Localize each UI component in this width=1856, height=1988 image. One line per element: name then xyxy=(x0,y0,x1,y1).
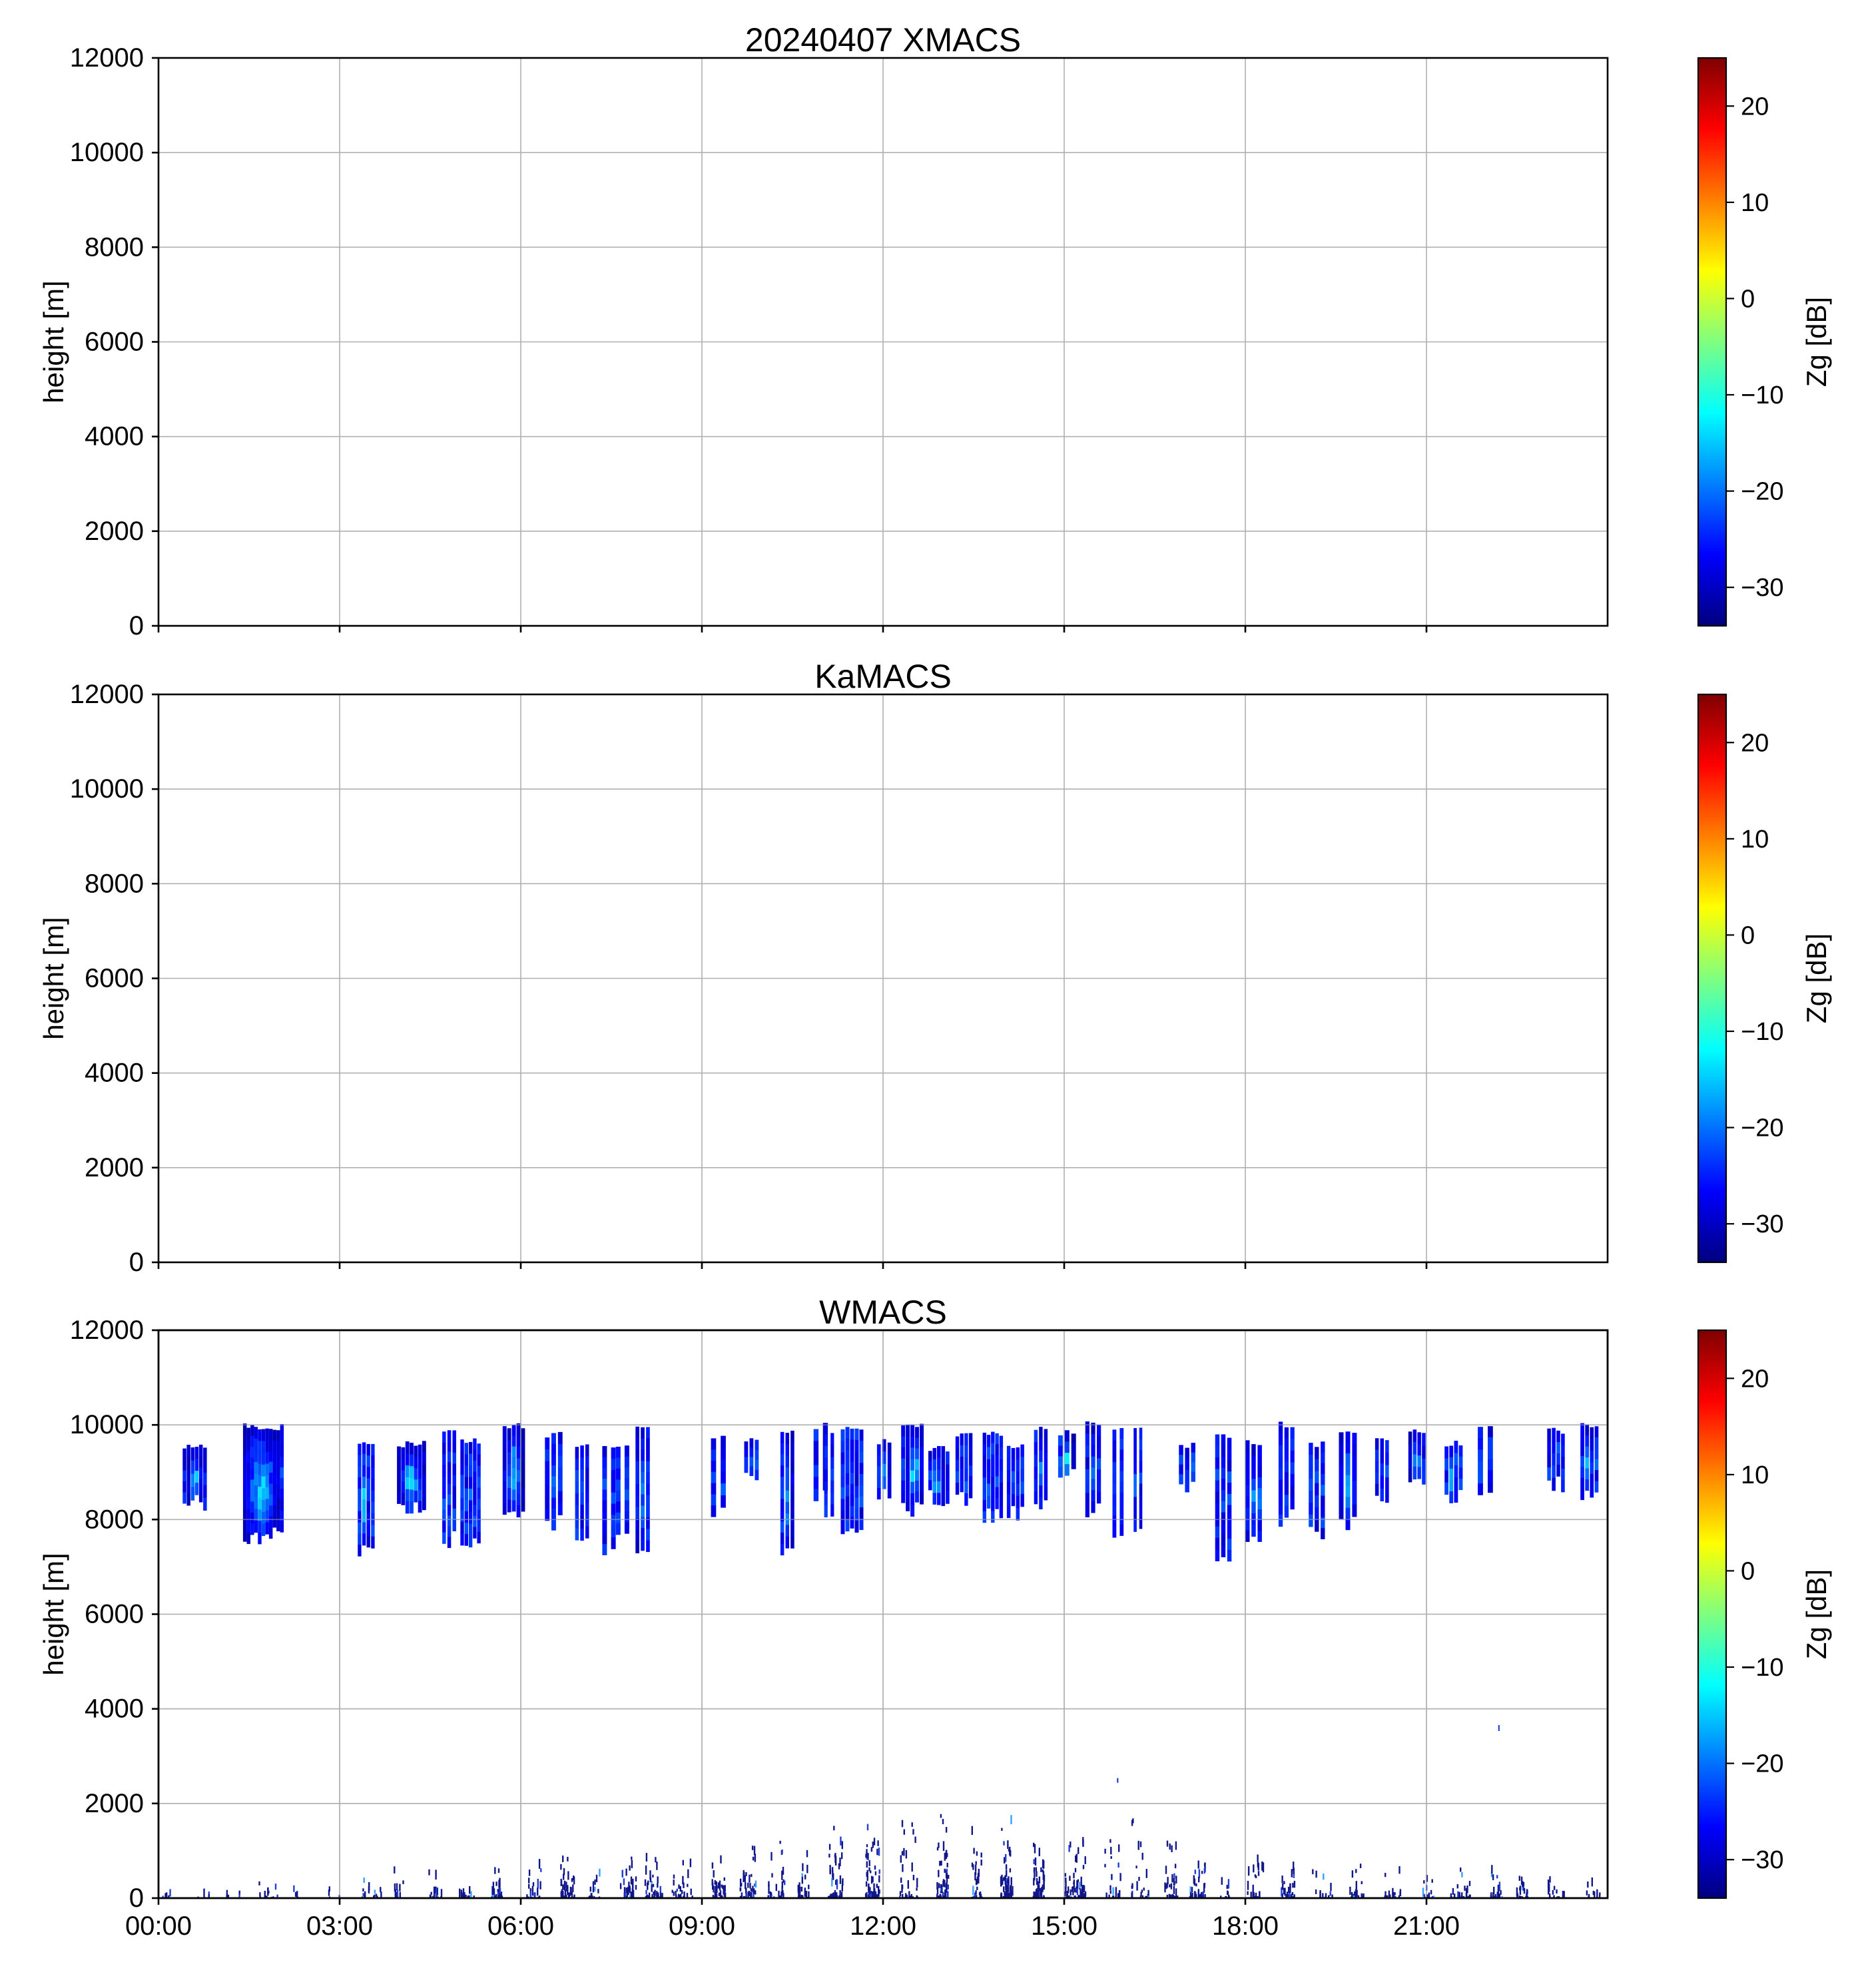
svg-text:20: 20 xyxy=(1741,729,1769,757)
svg-text:12000: 12000 xyxy=(70,680,144,709)
svg-text:12000: 12000 xyxy=(70,1316,144,1345)
svg-text:10: 10 xyxy=(1741,826,1769,854)
svg-text:8000: 8000 xyxy=(85,869,144,898)
svg-text:06:00: 06:00 xyxy=(487,1911,554,1941)
svg-text:height [m]: height [m] xyxy=(38,917,69,1039)
svg-text:20: 20 xyxy=(1741,1365,1769,1393)
svg-text:0: 0 xyxy=(129,1248,144,1277)
svg-text:4000: 4000 xyxy=(85,1694,144,1724)
svg-text:−30: −30 xyxy=(1741,1210,1783,1238)
svg-text:09:00: 09:00 xyxy=(669,1911,735,1941)
svg-text:12000: 12000 xyxy=(70,43,144,73)
svg-text:2000: 2000 xyxy=(85,1789,144,1818)
svg-text:KaMACS: KaMACS xyxy=(814,658,952,695)
svg-text:0: 0 xyxy=(1741,285,1755,313)
svg-text:20240407 XMACS: 20240407 XMACS xyxy=(745,21,1021,59)
svg-text:Zg [dB]: Zg [dB] xyxy=(1801,1569,1832,1659)
svg-text:0: 0 xyxy=(129,611,144,640)
svg-text:6000: 6000 xyxy=(85,1600,144,1629)
svg-text:height [m]: height [m] xyxy=(38,1553,69,1675)
svg-text:−20: −20 xyxy=(1741,1750,1783,1778)
svg-text:20: 20 xyxy=(1741,93,1769,121)
svg-text:4000: 4000 xyxy=(85,1059,144,1088)
svg-text:10: 10 xyxy=(1741,189,1769,217)
svg-text:10000: 10000 xyxy=(70,138,144,167)
svg-text:−30: −30 xyxy=(1741,574,1783,602)
svg-text:0: 0 xyxy=(1741,921,1755,949)
svg-text:00:00: 00:00 xyxy=(125,1911,192,1941)
svg-text:12:00: 12:00 xyxy=(850,1911,916,1941)
svg-text:−10: −10 xyxy=(1741,1018,1783,1046)
svg-text:10000: 10000 xyxy=(70,774,144,804)
svg-text:18:00: 18:00 xyxy=(1212,1911,1279,1941)
svg-text:2000: 2000 xyxy=(85,517,144,546)
svg-text:10000: 10000 xyxy=(70,1410,144,1439)
svg-text:4000: 4000 xyxy=(85,422,144,451)
svg-text:8000: 8000 xyxy=(85,232,144,262)
svg-text:height [m]: height [m] xyxy=(38,280,69,403)
svg-text:15:00: 15:00 xyxy=(1031,1911,1097,1941)
svg-text:8000: 8000 xyxy=(85,1505,144,1534)
svg-text:Zg [dB]: Zg [dB] xyxy=(1801,933,1832,1023)
svg-text:6000: 6000 xyxy=(85,328,144,357)
svg-text:−20: −20 xyxy=(1741,478,1783,506)
svg-text:Zg [dB]: Zg [dB] xyxy=(1801,297,1832,387)
svg-text:10: 10 xyxy=(1741,1461,1769,1489)
svg-text:03:00: 03:00 xyxy=(306,1911,373,1941)
svg-text:2000: 2000 xyxy=(85,1153,144,1182)
svg-text:−10: −10 xyxy=(1741,1654,1783,1682)
svg-text:0: 0 xyxy=(129,1883,144,1913)
svg-text:−20: −20 xyxy=(1741,1115,1783,1142)
svg-text:−10: −10 xyxy=(1741,381,1783,409)
svg-text:WMACS: WMACS xyxy=(819,1294,947,1331)
svg-text:6000: 6000 xyxy=(85,964,144,993)
svg-text:−30: −30 xyxy=(1741,1846,1783,1874)
svg-text:0: 0 xyxy=(1741,1557,1755,1585)
svg-text:21:00: 21:00 xyxy=(1393,1911,1460,1941)
